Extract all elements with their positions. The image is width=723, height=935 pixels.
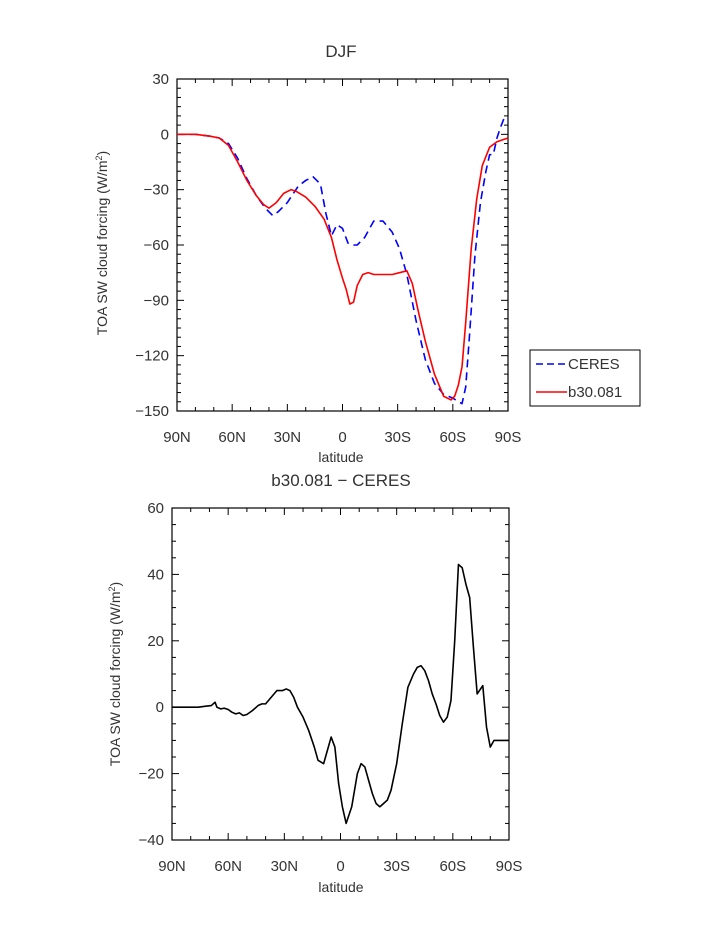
bottom-chart-panel: b30.081 − CERES TOA SW cloud forcing (W/… bbox=[107, 471, 522, 895]
top-xtick-label: 60S bbox=[439, 429, 466, 446]
bottom-xtick-label: 90N bbox=[158, 858, 186, 875]
bottom-chart-plot-area: 60 40 20 0 −20 −40 90N 60N 30N 0 30S 60S 90S bbox=[139, 500, 523, 875]
legend-box bbox=[529, 349, 641, 407]
bottom-xtick-label: 30N bbox=[271, 858, 299, 875]
bottom-xtick-label: 0 bbox=[336, 858, 344, 875]
bottom-ytick-label: −20 bbox=[139, 766, 164, 783]
top-xtick-label: 30S bbox=[384, 429, 411, 446]
top-xtick-label: 60N bbox=[218, 429, 246, 446]
top-chart-plot-area: 30 0 −30 −60 −90 −120 −150 90N 60N 30N 0 30S 60S 90S bbox=[135, 71, 521, 446]
top-ytick-label: 0 bbox=[161, 126, 169, 143]
bottom-ytick-label: −40 bbox=[139, 832, 164, 849]
top-xtick-label: 30N bbox=[274, 429, 302, 446]
bottom-xtick-label: 60S bbox=[439, 858, 466, 875]
bottom-chart-xlabel: latitude bbox=[318, 879, 363, 895]
top-ytick-label: −60 bbox=[144, 237, 169, 254]
legend-label-b30081: b30.081 bbox=[568, 384, 622, 401]
bottom-ytick-label: 0 bbox=[156, 699, 164, 716]
bottom-xtick-label: 60N bbox=[214, 858, 242, 875]
top-chart-xlabel: latitude bbox=[318, 449, 363, 465]
top-chart-legend: CERES b30.081 bbox=[529, 349, 641, 407]
bottom-chart-ylabel: TOA SW cloud forcing (W/m2) bbox=[107, 582, 123, 766]
top-xtick-label: 0 bbox=[338, 429, 346, 446]
top-plot-frame bbox=[176, 78, 509, 412]
bottom-ytick-label: 40 bbox=[147, 566, 164, 583]
bottom-xtick-label: 30S bbox=[383, 858, 410, 875]
top-series-line-b30081 bbox=[177, 133, 509, 401]
bottom-ytick-label: 60 bbox=[147, 500, 164, 517]
top-xtick-label: 90S bbox=[495, 429, 522, 446]
top-chart-title: DJF bbox=[325, 42, 356, 61]
top-ytick-label: −120 bbox=[135, 348, 169, 365]
bottom-ytick-label: 20 bbox=[147, 633, 164, 650]
legend-label-ceres: CERES bbox=[568, 356, 620, 373]
top-chart-ylabel: TOA SW cloud forcing (W/m2) bbox=[94, 151, 110, 335]
top-chart-panel: DJF TOA SW cloud forcing (W/m2) latitude… bbox=[94, 42, 641, 465]
top-xtick-label: 90N bbox=[163, 429, 191, 446]
top-ytick-label: −90 bbox=[144, 292, 169, 309]
top-ytick-label: 30 bbox=[152, 71, 169, 88]
top-ytick-label: −150 bbox=[135, 403, 169, 420]
top-series-line-ceres bbox=[177, 116, 509, 405]
bottom-chart-title: b30.081 − CERES bbox=[271, 471, 410, 490]
top-ytick-label: −30 bbox=[144, 182, 169, 199]
bottom-xtick-label: 90S bbox=[496, 858, 523, 875]
bottom-series-line-0 bbox=[172, 563, 509, 825]
